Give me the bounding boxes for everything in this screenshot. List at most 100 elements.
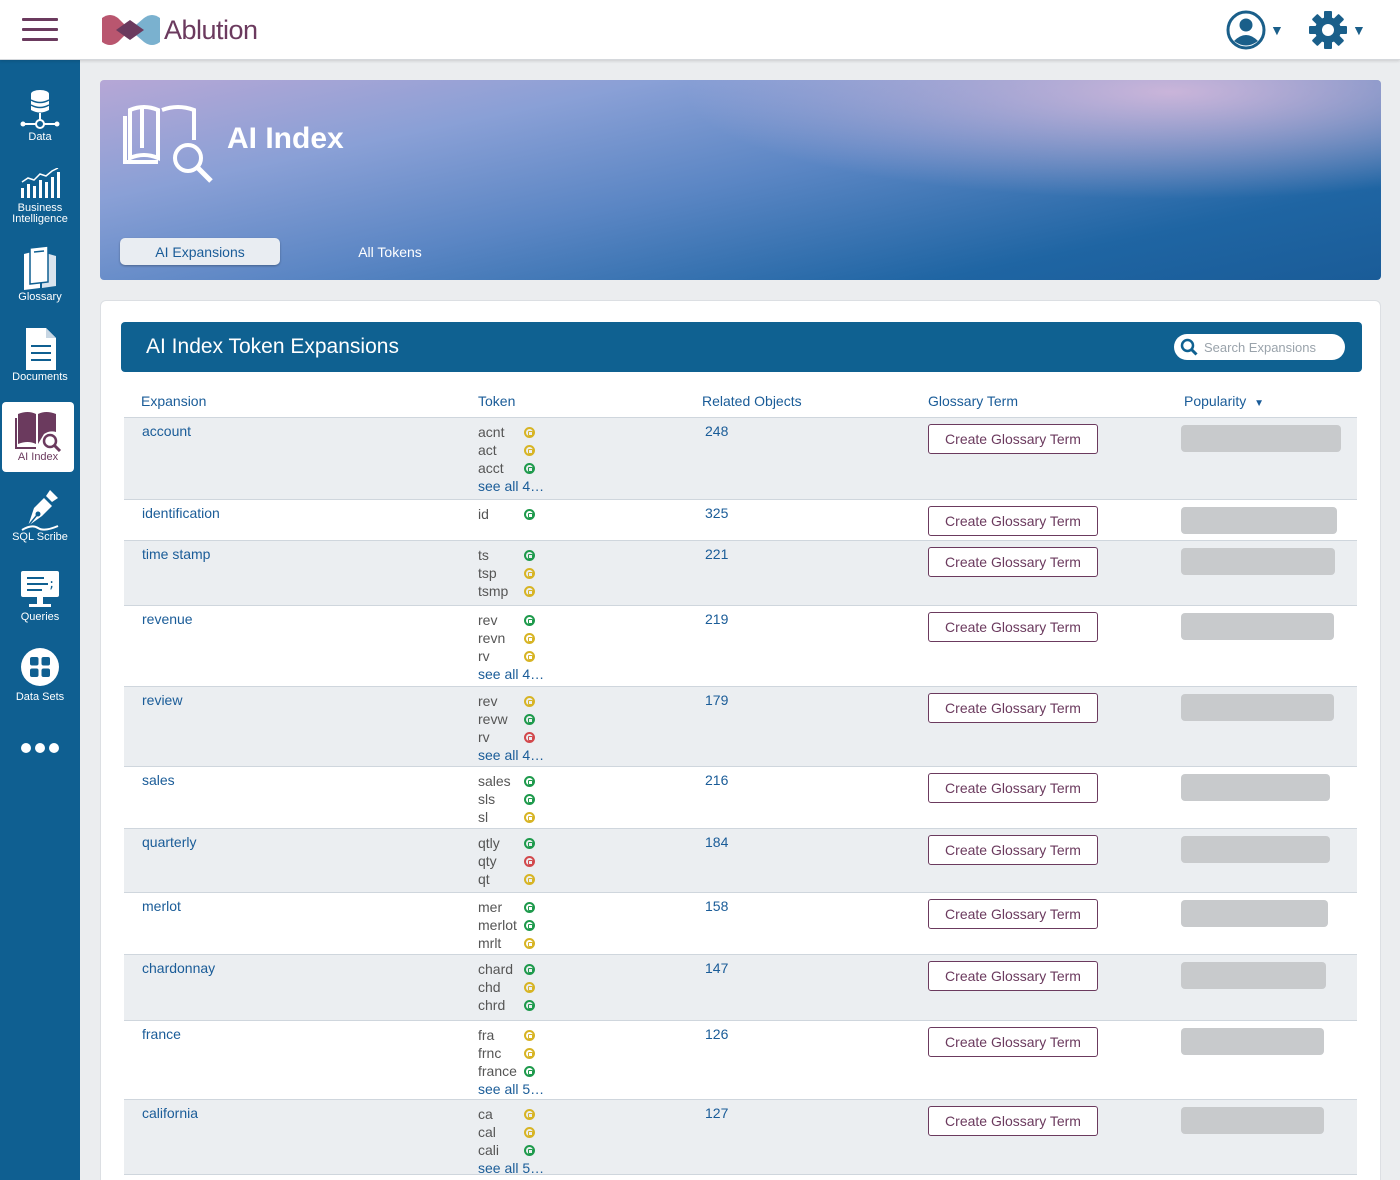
token-item[interactable]: sales [478, 772, 535, 790]
token-item[interactable]: qty [478, 852, 535, 870]
token-item[interactable]: chard [478, 960, 535, 978]
token-item[interactable]: rev [478, 692, 544, 710]
token-item[interactable]: revw [478, 710, 544, 728]
token-item[interactable]: tsp [478, 564, 535, 582]
hamburger-menu-icon[interactable] [22, 18, 58, 42]
more-icon [21, 743, 59, 753]
create-glossary-term-button[interactable]: Create Glossary Term [928, 961, 1098, 991]
expansion-link[interactable]: california [142, 1105, 199, 1121]
token-item[interactable]: qt [478, 870, 535, 888]
create-glossary-term-button[interactable]: Create Glossary Term [928, 547, 1098, 577]
sidebar-item-ai-index[interactable]: AI Index [2, 402, 74, 472]
sidebar-item-label: Queries [20, 611, 60, 623]
create-glossary-term-button[interactable]: Create Glossary Term [928, 1027, 1098, 1057]
search-box[interactable] [1174, 334, 1345, 360]
see-all-link[interactable]: see all 5… [478, 1160, 545, 1176]
token-item[interactable]: frnc [478, 1044, 544, 1062]
popularity-bar [1181, 694, 1334, 721]
expansion-link[interactable]: review [142, 692, 183, 708]
sidebar-item-business-intelligence[interactable]: Business Intelligence [0, 168, 80, 225]
sidebar-item-more[interactable] [0, 738, 80, 758]
token-item[interactable]: rv [478, 728, 544, 746]
see-all-link[interactable]: see all 4… [478, 666, 545, 682]
token-text: rev [478, 693, 498, 709]
related-objects-count[interactable]: 248 [705, 423, 729, 439]
related-objects-count[interactable]: 216 [705, 772, 729, 788]
tab-all-tokens[interactable]: All Tokens [358, 243, 422, 260]
see-all-link[interactable]: see all 4… [478, 747, 545, 763]
create-glossary-term-button[interactable]: Create Glossary Term [928, 1106, 1098, 1136]
token-item[interactable]: cali [478, 1141, 544, 1159]
token-item[interactable]: france [478, 1062, 544, 1080]
column-header-popularity[interactable]: Popularity ▼ [1184, 393, 1264, 409]
related-objects-count[interactable]: 127 [705, 1105, 729, 1121]
expansion-link[interactable]: account [142, 423, 192, 439]
expansion-link[interactable]: merlot [142, 898, 181, 914]
token-item[interactable]: sl [478, 808, 535, 826]
token-text: ca [478, 1106, 493, 1122]
search-input[interactable] [1204, 339, 1334, 355]
expansion-link[interactable]: sales [142, 772, 175, 788]
token-item[interactable]: mer [478, 898, 535, 916]
create-glossary-term-button[interactable]: Create Glossary Term [928, 899, 1098, 929]
books-icon [24, 246, 56, 290]
related-objects-count[interactable]: 184 [705, 834, 729, 850]
sidebar-item-glossary[interactable]: Glossary [0, 246, 80, 303]
sidebar-item-data-sets[interactable]: Data Sets [0, 646, 80, 703]
related-objects-count[interactable]: 158 [705, 898, 729, 914]
header-divider [124, 417, 1357, 418]
tab-ai-expansions[interactable]: AI Expansions [120, 238, 280, 265]
token-item[interactable]: cal [478, 1123, 544, 1141]
column-header-glossary-term[interactable]: Glossary Term [928, 393, 1018, 409]
expansion-link[interactable]: france [142, 1026, 181, 1042]
token-item[interactable]: chrd [478, 996, 535, 1014]
expansion-link[interactable]: quarterly [142, 834, 197, 850]
create-glossary-term-button[interactable]: Create Glossary Term [928, 835, 1098, 865]
column-header-related-objects[interactable]: Related Objects [702, 393, 802, 409]
create-glossary-term-button[interactable]: Create Glossary Term [928, 424, 1098, 454]
token-item[interactable]: acct [478, 459, 544, 477]
related-objects-count[interactable]: 147 [705, 960, 729, 976]
settings-menu[interactable]: ▼ [1308, 10, 1366, 50]
token-status-yellow-icon [524, 873, 535, 885]
column-header-token[interactable]: Token [478, 393, 516, 409]
related-objects-count[interactable]: 221 [705, 546, 729, 562]
expansion-link[interactable]: time stamp [142, 546, 211, 562]
expansion-link[interactable]: chardonnay [142, 960, 216, 976]
token-item[interactable]: merlot [478, 916, 535, 934]
token-item[interactable]: mrlt [478, 934, 535, 952]
see-all-link[interactable]: see all 4… [478, 478, 545, 494]
expansion-link[interactable]: identification [142, 505, 220, 521]
create-glossary-term-button[interactable]: Create Glossary Term [928, 506, 1098, 536]
token-item[interactable]: ca [478, 1105, 544, 1123]
token-status-green-icon [524, 793, 535, 805]
token-item[interactable]: revn [478, 629, 544, 647]
app-logo[interactable]: Ablution [100, 10, 258, 50]
token-item[interactable]: rev [478, 611, 544, 629]
create-glossary-term-button[interactable]: Create Glossary Term [928, 612, 1098, 642]
token-item[interactable]: ts [478, 546, 535, 564]
token-item[interactable]: sls [478, 790, 535, 808]
sidebar-item-queries[interactable]: ; Queries [0, 566, 80, 623]
token-item[interactable]: qtly [478, 834, 535, 852]
related-objects-count[interactable]: 325 [705, 505, 729, 521]
related-objects-count[interactable]: 219 [705, 611, 729, 627]
sidebar-item-sql-scribe[interactable]: SQL Scribe [0, 486, 80, 543]
token-item[interactable]: act [478, 441, 544, 459]
token-item[interactable]: fra [478, 1026, 544, 1044]
create-glossary-term-button[interactable]: Create Glossary Term [928, 773, 1098, 803]
user-menu[interactable]: ▼ [1226, 10, 1284, 50]
sidebar-item-data[interactable]: Data [0, 88, 80, 143]
token-item[interactable]: id [478, 505, 535, 523]
token-item[interactable]: chd [478, 978, 535, 996]
token-item[interactable]: acnt [478, 423, 544, 441]
related-objects-count[interactable]: 126 [705, 1026, 729, 1042]
see-all-link[interactable]: see all 5… [478, 1081, 545, 1097]
token-item[interactable]: rv [478, 647, 544, 665]
sidebar-item-documents[interactable]: Documents [0, 326, 80, 383]
expansion-link[interactable]: revenue [142, 611, 193, 627]
column-header-expansion[interactable]: Expansion [141, 393, 207, 409]
token-item[interactable]: tsmp [478, 582, 535, 600]
create-glossary-term-button[interactable]: Create Glossary Term [928, 693, 1098, 723]
related-objects-count[interactable]: 179 [705, 692, 729, 708]
